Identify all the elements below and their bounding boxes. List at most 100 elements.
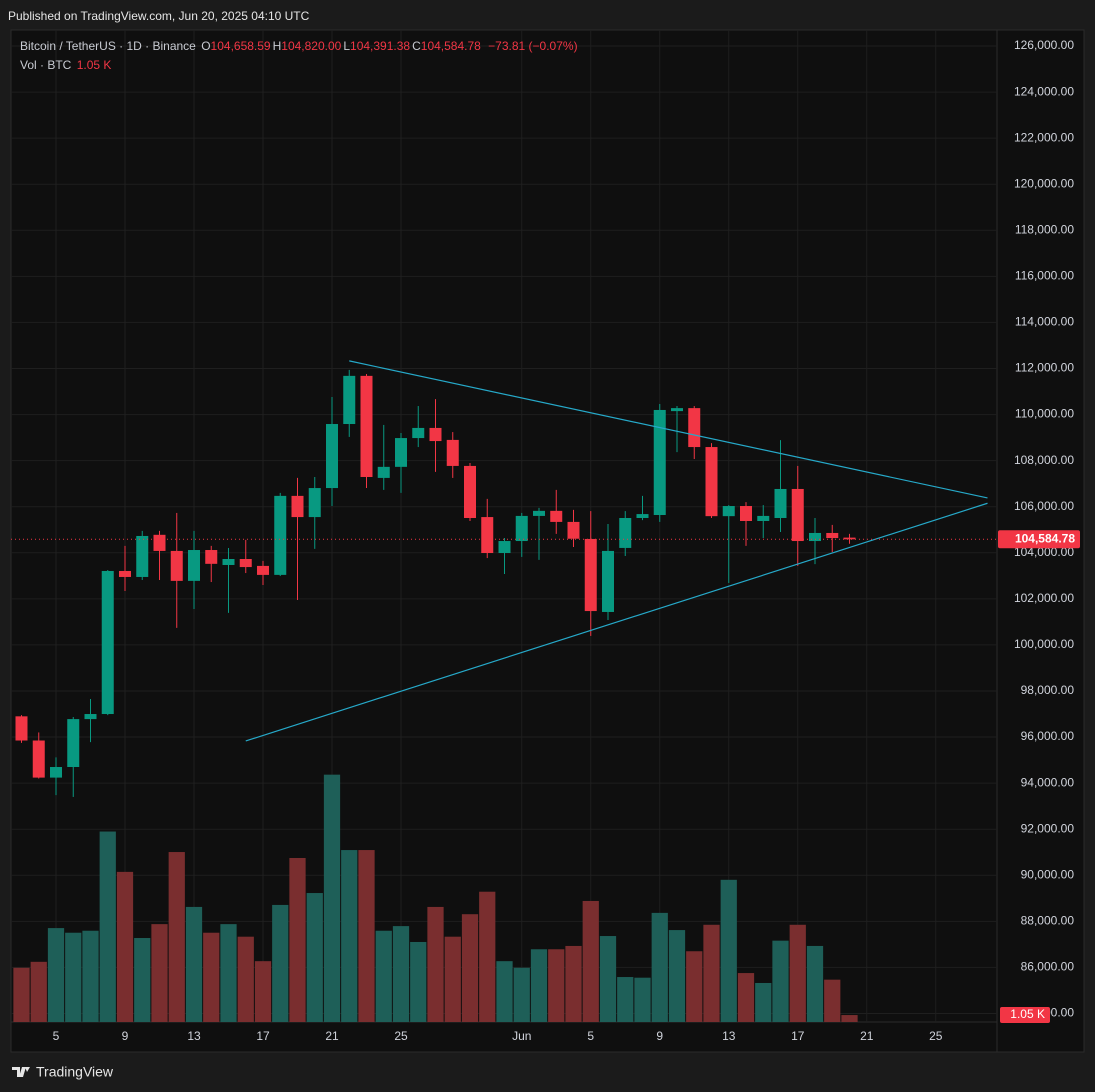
candle-body <box>188 550 200 581</box>
x-tick-label: 9 <box>656 1029 663 1043</box>
volume-bar <box>841 1015 858 1022</box>
candle-body <box>101 570 114 715</box>
ohlc-legend: Bitcoin / TetherUS · 1D · Binance O104,6… <box>20 39 580 53</box>
last-price-label: 104,584.78 <box>1015 531 1075 545</box>
volume-bar <box>30 961 47 1022</box>
candle-body <box>170 550 183 581</box>
volume-bar <box>82 930 99 1022</box>
volume-title: Vol · BTC <box>20 58 72 72</box>
volume-bar <box>99 831 116 1022</box>
volume-bar <box>65 932 82 1022</box>
y-tick-label: 94,000.00 <box>1021 775 1075 789</box>
candle-body <box>515 515 528 542</box>
volume-layer <box>13 774 858 1022</box>
candle-body <box>791 488 804 542</box>
volume-value: 1.05 K <box>76 58 112 72</box>
volume-bar <box>599 936 617 1022</box>
volume-legend: Vol · BTC 1.05 K <box>20 58 113 72</box>
x-tick-label: 5 <box>587 1029 594 1043</box>
x-tick-label: 5 <box>53 1029 60 1043</box>
volume-bar <box>151 924 168 1022</box>
candle-body <box>395 438 407 467</box>
candle-body <box>412 427 425 439</box>
y-tick-label: 114,000.00 <box>1015 315 1074 329</box>
candle-body <box>205 550 218 564</box>
candle-body <box>602 550 614 612</box>
ohlc-value: 104,391.38 <box>350 39 411 53</box>
candle-layer <box>15 369 856 797</box>
volume-bar <box>323 774 341 1022</box>
candle-body <box>326 424 338 489</box>
x-tick-label: 13 <box>722 1029 736 1043</box>
ohlc-key: L <box>343 39 351 53</box>
x-tick-label: 25 <box>394 1029 408 1043</box>
candle-body <box>377 466 390 478</box>
x-tick-label: 21 <box>860 1029 874 1043</box>
y-tick-label: 120,000.00 <box>1014 176 1074 190</box>
candle-body <box>843 537 856 540</box>
ohlc-key: O <box>201 39 211 53</box>
y-tick-label: 104,000.00 <box>1014 545 1074 559</box>
symbol: Bitcoin / TetherUS · 1D · Binance <box>20 39 196 53</box>
y-tick-label: 118,000.00 <box>1015 222 1074 236</box>
y-tick-label: 92,000.00 <box>1021 821 1075 835</box>
volume-bar <box>375 930 392 1022</box>
volume-bar <box>461 914 479 1022</box>
candle-body <box>239 558 252 568</box>
volume-bar <box>220 924 237 1022</box>
volume-bar <box>13 967 30 1022</box>
volume-bar <box>203 932 220 1022</box>
y-tick-label: 124,000.00 <box>1014 84 1074 98</box>
ohlc-value: 104,584.78 <box>420 39 481 53</box>
candle-body <box>343 375 356 425</box>
candle-body <box>308 488 321 518</box>
volume-bar <box>582 900 599 1022</box>
candle-body <box>257 565 269 575</box>
candle-body <box>722 506 735 517</box>
candle-body <box>653 409 666 516</box>
volume-bar <box>686 951 703 1022</box>
candle-body <box>774 488 787 518</box>
y-tick-label: 126,000.00 <box>1014 38 1074 52</box>
candle-body <box>291 495 304 518</box>
candle-body <box>498 541 511 554</box>
x-tick-label: 21 <box>325 1029 339 1043</box>
volume-bar <box>668 930 686 1022</box>
y-tick-label: 106,000.00 <box>1014 499 1074 513</box>
volume-bar <box>737 973 755 1022</box>
volume-bar <box>427 906 444 1022</box>
candle-body <box>429 427 442 442</box>
change: −73.81 (−0.07%) <box>488 39 578 53</box>
candle-body <box>671 408 683 412</box>
ohlc-key: C <box>412 39 421 53</box>
brand: TradingView <box>36 1064 114 1080</box>
candle-body <box>481 517 494 554</box>
y-tick-label: 108,000.00 <box>1014 453 1074 467</box>
volume-bar <box>116 871 134 1022</box>
candle-body <box>636 514 649 518</box>
volume-bar <box>548 949 565 1022</box>
y-tick-label: 112,000.00 <box>1015 361 1074 375</box>
candle-body <box>809 532 821 542</box>
volume-bar <box>272 904 289 1022</box>
ohlc-value: 104,820.00 <box>281 39 342 53</box>
ohlc-values: O104,658.59 H104,820.00 L104,391.38 C104,58… <box>201 39 483 53</box>
y-tick-label: 90,000.00 <box>1021 867 1075 881</box>
candle-body <box>84 714 97 720</box>
volume-bar <box>254 961 272 1022</box>
volume-label-box <box>1000 1007 1050 1024</box>
candle-body <box>740 506 752 521</box>
volume-bar <box>168 852 185 1022</box>
volume-bar <box>358 850 375 1022</box>
y-tick-label: 100,000.00 <box>1014 637 1074 651</box>
volume-bar <box>789 924 806 1022</box>
candle-body <box>446 439 459 466</box>
volume-bar <box>651 912 668 1022</box>
x-tick-label: 9 <box>122 1029 129 1043</box>
volume-bar <box>237 936 254 1022</box>
candle-body <box>119 570 131 577</box>
y-tick-label: 122,000.00 <box>1014 130 1074 144</box>
volume-bar <box>47 928 65 1022</box>
last-price-box <box>998 530 1080 549</box>
